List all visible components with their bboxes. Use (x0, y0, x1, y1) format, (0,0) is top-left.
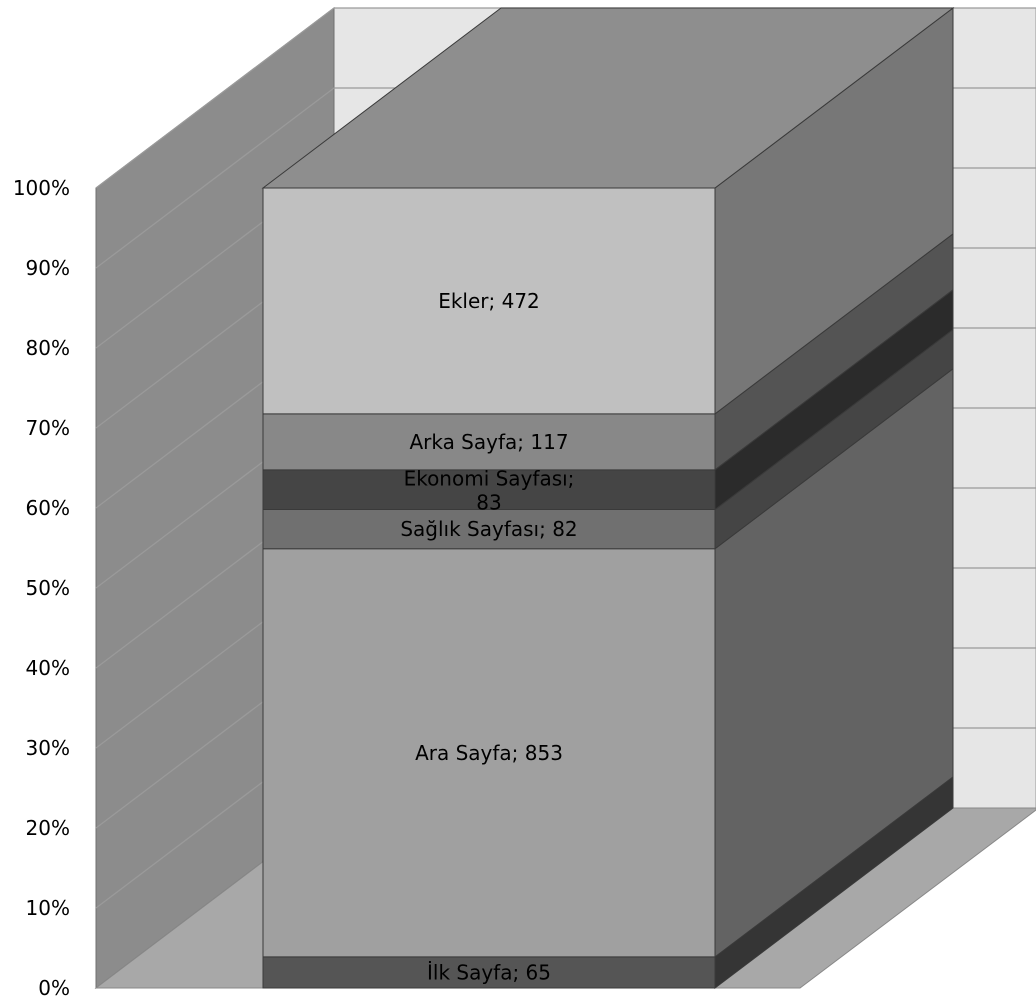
data-label: Sağlık Sayfası; 82 (400, 517, 577, 541)
data-label-line: Ekonomi Sayfası; (404, 467, 575, 491)
y-tick-label: 100% (13, 176, 70, 200)
data-label: İlk Sayfa; 65 (427, 960, 551, 984)
y-tick-label: 10% (26, 896, 70, 920)
data-label: Ekler; 472 (438, 289, 540, 313)
bar-segment (262, 288, 954, 511)
y-tick-label: 0% (38, 976, 70, 1000)
data-label: Arka Sayfa; 117 (409, 430, 568, 454)
data-label: Ekonomi Sayfası; 83 (404, 467, 575, 515)
bar-segments (261, 6, 955, 990)
bar-segment (262, 367, 954, 958)
y-tick-label: 60% (26, 496, 70, 520)
bar-segment (262, 6, 954, 415)
bar-segment (262, 232, 954, 471)
y-axis-ticks: 0% 10% 20% 30% 40% 50% 60% 70% 80% 90% 100% (13, 176, 70, 1000)
data-label: Ara Sayfa; 853 (415, 741, 563, 765)
data-labels: İlk Sayfa; 65 Ara Sayfa; 853 Sağlık Sayfas… (400, 289, 577, 985)
y-tick-label: 20% (26, 816, 70, 840)
y-tick-label: 80% (26, 336, 70, 360)
y-tick-label: 50% (26, 576, 70, 600)
data-label-line: 83 (476, 491, 501, 515)
y-tick-label: 30% (26, 736, 70, 760)
bar-top-face (261, 7, 955, 189)
bar-segment (262, 328, 954, 550)
bar-segment (262, 775, 954, 990)
y-tick-label: 40% (26, 656, 70, 680)
y-tick-label: 90% (26, 256, 70, 280)
y-tick-label: 70% (26, 416, 70, 440)
